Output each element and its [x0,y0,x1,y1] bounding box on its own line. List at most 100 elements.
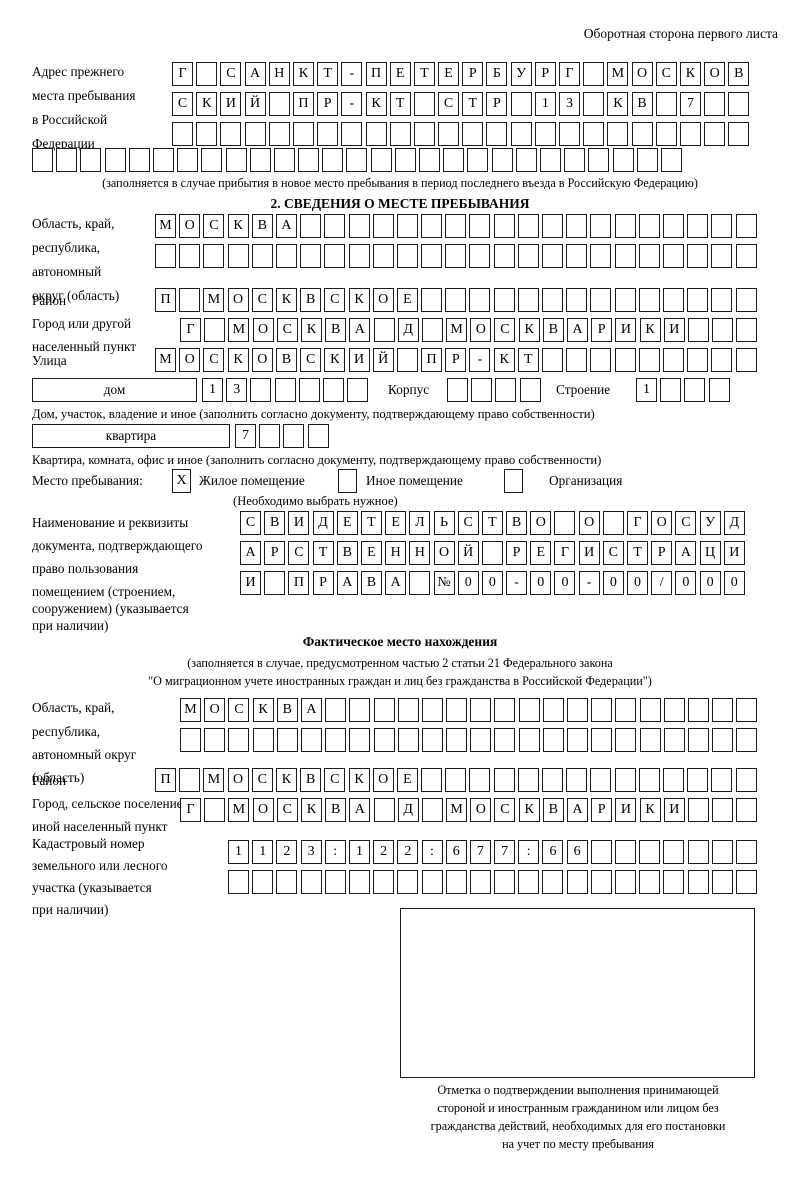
char-cell[interactable]: О [433,541,455,565]
char-cell[interactable] [446,728,468,752]
char-cell[interactable] [687,244,709,268]
char-cell[interactable] [704,92,726,116]
char-cell[interactable] [591,698,613,722]
document-row-3[interactable]: И П Р А В А № 0 0-0 0-0 0/0 0 0 [240,571,745,595]
char-cell[interactable] [324,244,346,268]
char-cell[interactable] [687,728,709,752]
char-cell[interactable] [324,214,346,238]
char-cell[interactable] [517,214,539,238]
char-cell[interactable] [735,768,757,792]
char-cell[interactable] [155,244,176,268]
korpus-cells[interactable] [447,378,541,402]
char-cell[interactable] [268,122,290,146]
char-cell[interactable] [662,288,684,312]
char-cell[interactable]: В [542,318,564,342]
char-cell[interactable] [307,424,329,448]
char-cell[interactable] [397,870,419,894]
char-cell[interactable]: А [567,318,588,342]
char-cell[interactable] [421,318,443,342]
char-cell[interactable] [56,148,78,172]
char-cell[interactable]: М [228,318,250,342]
char-cell[interactable] [346,148,368,172]
char-cell[interactable]: О [204,698,226,722]
char-cell[interactable] [373,318,395,342]
char-cell[interactable]: О [530,511,552,535]
char-cell[interactable]: М [203,288,225,312]
char-cell[interactable] [443,148,465,172]
stamp-area[interactable] [400,908,755,1078]
char-cell[interactable] [196,122,218,146]
char-cell[interactable] [494,728,516,752]
char-cell[interactable] [519,378,541,402]
char-cell[interactable]: 0 [675,571,697,595]
char-cell[interactable]: П [421,348,443,372]
char-cell[interactable] [510,122,532,146]
char-cell[interactable] [590,244,612,268]
char-cell[interactable]: 1 [636,378,657,402]
char-cell[interactable]: А [349,798,371,822]
char-cell[interactable] [373,798,395,822]
char-cell[interactable] [687,840,709,864]
char-cell[interactable] [687,768,709,792]
char-cell[interactable] [542,728,564,752]
char-cell[interactable] [712,798,734,822]
char-cell[interactable]: Г [180,798,201,822]
char-cell[interactable]: М [228,798,250,822]
char-cell[interactable] [631,122,653,146]
char-cell[interactable] [372,244,394,268]
char-cell[interactable] [517,288,539,312]
char-cell[interactable]: Н [385,541,407,565]
char-cell[interactable]: О [227,288,249,312]
char-cell[interactable] [322,148,344,172]
char-cell[interactable] [300,728,322,752]
char-cell[interactable] [590,768,612,792]
char-cell[interactable] [662,214,684,238]
char-cell[interactable] [128,148,150,172]
char-cell[interactable] [419,148,440,172]
char-cell[interactable]: 1 [534,92,556,116]
char-cell[interactable]: 7 [679,92,701,116]
char-cell[interactable] [566,288,588,312]
char-cell[interactable]: А [240,541,261,565]
char-cell[interactable] [470,728,492,752]
prev-address-row-4[interactable] [32,148,682,172]
char-cell[interactable] [349,728,371,752]
char-cell[interactable]: С [457,511,479,535]
char-cell[interactable] [249,148,271,172]
char-cell[interactable] [708,378,730,402]
char-cell[interactable] [349,698,371,722]
char-cell[interactable]: С [276,798,298,822]
char-cell[interactable] [421,798,443,822]
char-cell[interactable] [179,244,201,268]
char-cell[interactable] [228,870,249,894]
char-cell[interactable]: Д [397,318,419,342]
stroenie-cells[interactable]: 1 [636,378,730,402]
char-cell[interactable] [614,768,636,792]
char-cell[interactable] [300,870,322,894]
char-cell[interactable] [180,728,201,752]
char-cell[interactable] [566,348,588,372]
char-cell[interactable] [542,288,563,312]
char-cell[interactable]: Р [534,62,556,86]
char-cell[interactable] [152,148,174,172]
char-cell[interactable]: В [506,511,528,535]
checkbox-residential[interactable]: X [172,469,191,493]
char-cell[interactable]: В [631,92,653,116]
char-cell[interactable]: О [372,288,394,312]
char-cell[interactable] [397,698,419,722]
char-cell[interactable] [493,214,515,238]
char-cell[interactable] [469,870,491,894]
char-cell[interactable]: 7 [494,840,516,864]
char-cell[interactable] [204,798,226,822]
char-cell[interactable]: Й [457,541,479,565]
char-cell[interactable]: 3 [300,840,322,864]
char-cell[interactable]: М [446,798,468,822]
char-cell[interactable]: К [300,798,322,822]
char-cell[interactable]: А [567,798,588,822]
char-cell[interactable]: С [494,798,516,822]
char-cell[interactable] [588,148,610,172]
